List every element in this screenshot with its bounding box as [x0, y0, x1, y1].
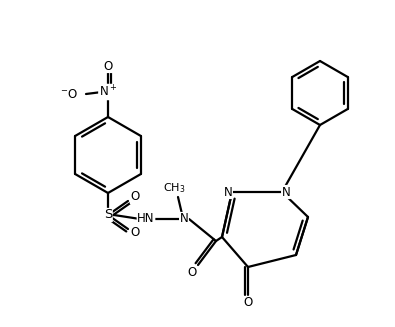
Text: O: O [187, 267, 197, 280]
Text: HN: HN [137, 213, 155, 226]
Text: O: O [130, 191, 139, 203]
Text: $^{-}$O: $^{-}$O [60, 88, 78, 100]
Text: N: N [282, 185, 290, 198]
Text: N: N [224, 185, 232, 198]
Text: O: O [243, 297, 253, 309]
Text: S: S [104, 209, 112, 221]
Text: N: N [180, 213, 188, 226]
Text: N$^+$: N$^+$ [99, 84, 117, 100]
Text: O: O [130, 227, 139, 239]
Text: CH$_3$: CH$_3$ [163, 181, 185, 195]
Text: O: O [103, 60, 113, 73]
